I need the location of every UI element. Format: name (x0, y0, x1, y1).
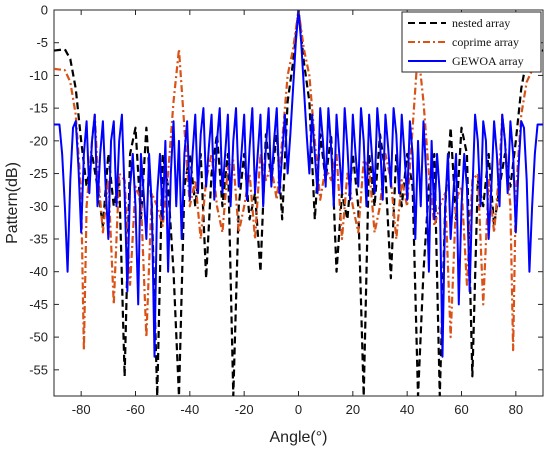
y-tick-label: -15 (29, 101, 48, 116)
y-tick-label: 0 (41, 3, 48, 18)
legend: nested array coprime array GEWOA array (401, 11, 542, 73)
y-tick-label: -45 (29, 297, 48, 312)
y-tick-label: -5 (36, 35, 48, 50)
x-axis-title: Angle(°) (270, 429, 328, 446)
x-tick-label: 80 (509, 402, 523, 417)
y-tick-label: -55 (29, 362, 48, 377)
x-tick-label: -40 (180, 402, 199, 417)
x-tick-label: -20 (235, 402, 254, 417)
series-layer (54, 10, 543, 396)
series-line-coprime-array (54, 10, 543, 352)
plot-area: -80 -60 -40 -20 0 20 40 60 80 0 -5 -10 -15 -20 -25 -30… (29, 3, 544, 417)
legend-label: nested array (452, 16, 510, 30)
legend-label: GEWOA array (452, 54, 524, 68)
series-line-gewoa-array (54, 10, 543, 358)
y-tick-label: -40 (29, 264, 48, 279)
legend-label: coprime array (452, 35, 519, 49)
series-line-nested-array (54, 10, 543, 396)
y-tick-label: -35 (29, 231, 48, 246)
y-axis-title: Pattern(dB) (4, 162, 21, 244)
y-tick-label: -30 (29, 199, 48, 214)
y-tick-label: -25 (29, 166, 48, 181)
y-tick-label: -20 (29, 133, 48, 148)
x-tick-label: 0 (295, 402, 302, 417)
y-tick-label: -10 (29, 68, 48, 83)
x-tick-label: -80 (72, 402, 91, 417)
y-tick-label: -50 (29, 330, 48, 345)
x-tick-label: 20 (346, 402, 360, 417)
x-tick-label: 40 (400, 402, 414, 417)
x-tick-label: 60 (454, 402, 468, 417)
x-tick-label: -60 (126, 402, 145, 417)
y-axis-ticks: 0 -5 -10 -15 -20 -25 -30 -35 -40 -45 -50 -55 (29, 3, 543, 377)
